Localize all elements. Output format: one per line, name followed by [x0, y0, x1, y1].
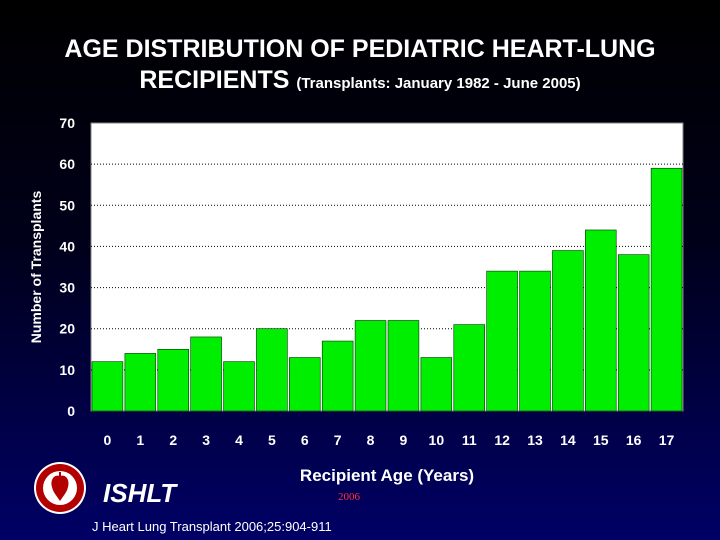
ishlt-logo-icon — [34, 462, 86, 514]
bar — [190, 336, 222, 412]
bar — [650, 167, 683, 412]
y-tick-labels: 0 10 20 30 40 50 60 70 — [59, 115, 75, 419]
y-tick-label: 10 — [59, 362, 75, 378]
chart-subtitle: (Transplants: January 1982 - June 2005) — [296, 75, 581, 92]
x-tick-label: 12 — [494, 432, 510, 448]
bar — [223, 361, 255, 412]
x-axis-label: Recipient Age (Years) — [300, 466, 474, 485]
bar — [585, 229, 617, 412]
x-tick-label: 1 — [136, 432, 144, 448]
x-tick-label: 0 — [104, 432, 112, 448]
x-tick-label: 11 — [462, 432, 477, 448]
x-tick-label: 2 — [169, 432, 177, 448]
bar — [157, 348, 189, 412]
bar — [289, 357, 321, 412]
x-tick-label: 9 — [400, 432, 408, 448]
bar — [552, 250, 584, 412]
x-tick-label: 14 — [560, 432, 576, 448]
title-line2: RECIPIENTS (Transplants: January 1982 - … — [0, 65, 720, 99]
chart-title: AGE DISTRIBUTION OF PEDIATRIC HEART-LUNG… — [0, 34, 720, 99]
bar — [387, 320, 420, 412]
x-tick-label: 10 — [429, 432, 445, 448]
x-tick-label: 8 — [367, 432, 375, 448]
x-tick-label: 15 — [593, 432, 609, 448]
x-tick-label: 16 — [626, 432, 642, 448]
citation: J Heart Lung Transplant 2006;25:904-911 — [92, 519, 332, 534]
x-tick-label: 17 — [659, 432, 675, 448]
bar — [519, 270, 551, 412]
x-tick-labels: 0 1 2 3 4 5 6 7 8 9 10 11 12 13 14 15 16 17 — [104, 432, 675, 448]
plot-area — [90, 122, 684, 412]
y-tick-label: 60 — [59, 156, 75, 172]
org-name: ISHLT — [103, 478, 177, 508]
x-tick-label: 6 — [301, 432, 309, 448]
x-tick-label: 13 — [527, 432, 543, 448]
x-tick-label: 7 — [334, 432, 342, 448]
title-line2-main: RECIPIENTS — [139, 66, 290, 94]
x-tick-label: 5 — [268, 432, 276, 448]
bar — [486, 270, 518, 412]
bar — [617, 254, 650, 412]
y-axis-label: Number of Transplants — [28, 191, 44, 344]
y-tick-label: 40 — [59, 238, 75, 254]
y-tick-label: 30 — [59, 280, 75, 296]
y-tick-label: 50 — [59, 197, 75, 213]
title-line1: AGE DISTRIBUTION OF PEDIATRIC HEART-LUNG — [64, 35, 656, 63]
x-tick-label: 4 — [235, 432, 243, 448]
y-tick-label: 70 — [59, 115, 75, 131]
bar — [91, 361, 124, 412]
bar — [256, 328, 288, 412]
x-tick-label: 3 — [202, 432, 210, 448]
bar — [124, 353, 157, 412]
edition-year: 2006 — [338, 491, 360, 503]
bar — [354, 320, 387, 412]
bar — [321, 340, 354, 412]
bars — [91, 167, 683, 412]
bar — [420, 357, 453, 412]
y-tick-label: 20 — [59, 321, 75, 337]
y-tick-label: 0 — [67, 403, 75, 419]
bar — [453, 324, 485, 412]
